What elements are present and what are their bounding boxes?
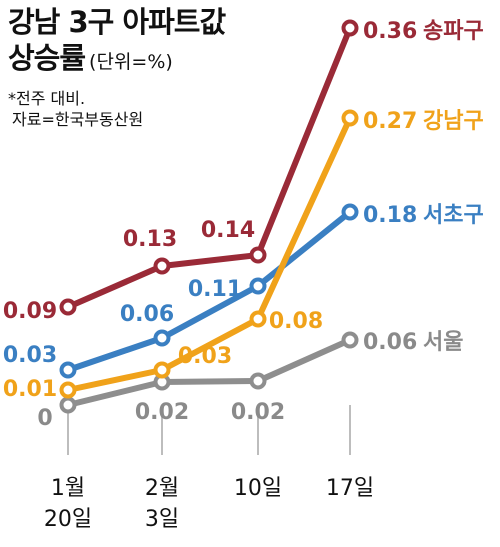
end-value-label: 0.27 (363, 109, 417, 134)
data-point (59, 298, 77, 316)
series-name-label: 서초구 (423, 203, 484, 228)
x-axis: 1월 20일 2월 3일 10일 17일 (44, 405, 374, 532)
series-line-강남구 (65, 115, 353, 393)
data-label: 0.08 (269, 309, 323, 334)
chart-title-line1: 강남 3구 아파트값 (8, 5, 226, 39)
data-point (249, 246, 267, 264)
data-point (341, 203, 359, 221)
data-label: 0.03 (3, 343, 57, 368)
data-point (59, 381, 77, 399)
data-label: 0.02 (135, 400, 189, 425)
data-point (341, 109, 359, 127)
chart-title: 강남 3구 아파트값 (8, 4, 226, 40)
series-name-label: 강남구 (423, 109, 484, 134)
data-label: 0.09 (3, 299, 57, 324)
x-tick-label: 10일 (234, 476, 282, 501)
data-label: 0.13 (123, 227, 177, 252)
data-point (249, 277, 267, 295)
x-tick-label: 1월 20일 (44, 476, 92, 532)
data-label: 0.06 (120, 302, 174, 327)
data-point (59, 396, 77, 414)
data-label: 0 (37, 406, 52, 431)
series-name-label: 서울 (423, 330, 463, 355)
series-line-서초구 (65, 209, 353, 373)
series-name-label: 송파구 (423, 19, 484, 44)
data-label: 0.11 (188, 277, 242, 302)
series-line-서울 (65, 337, 353, 408)
data-point (153, 329, 171, 347)
data-label: 0.01 (3, 377, 57, 402)
x-tick-label: 2월 3일 (145, 476, 179, 532)
data-label: 0.02 (231, 400, 285, 425)
series-lines (59, 19, 359, 414)
end-value-label: 0.18 (363, 203, 417, 228)
x-tick-label: 17일 (326, 476, 374, 501)
source-note: 자료=한국부동산원 (12, 110, 144, 129)
end-value-label: 0.06 (363, 330, 417, 355)
data-point (249, 372, 267, 390)
data-point (249, 310, 267, 328)
data-point (341, 19, 359, 37)
data-label: 0.14 (201, 218, 255, 243)
end-value-label: 0.36 (363, 19, 417, 44)
footnote: *전주 대비. (8, 89, 86, 108)
data-label: 0.03 (178, 344, 232, 369)
data-point (153, 361, 171, 379)
unit-label: (단위=%) (89, 51, 173, 73)
data-labels: 0.090.13 0.140.010.030.080.030.060.110 0.0… (3, 19, 484, 431)
data-point (59, 361, 77, 379)
chart-title-second-line: 상승률 (단위=%) (8, 40, 225, 80)
chart-header: 강남 3구 아파트값 상승률 (단위=%) *전주 대비. 자료=한국부동산원 (8, 4, 226, 130)
data-point (153, 257, 171, 275)
data-point (341, 331, 359, 349)
series-line-송파구 (65, 25, 353, 310)
chart-title-line2: 상승률 (8, 41, 86, 75)
